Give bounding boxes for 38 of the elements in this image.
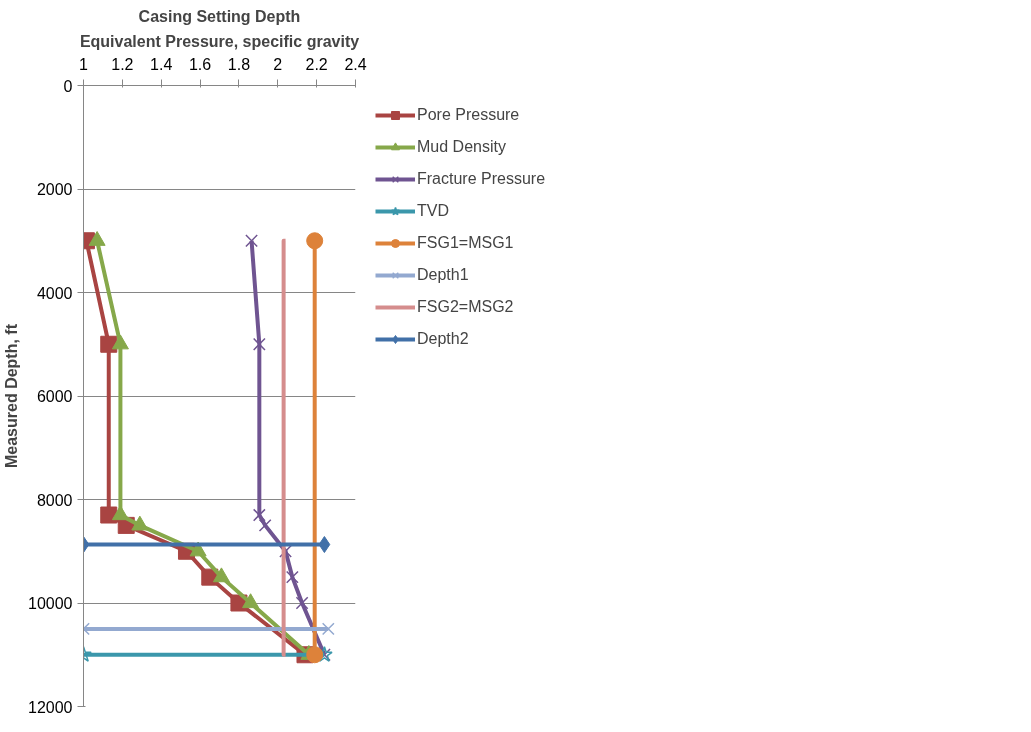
y-tick-label: 0: [63, 77, 73, 95]
x-axis-title: Equivalent Pressure, specific gravity: [79, 32, 360, 50]
legend-label: FSG1=MSG1: [417, 234, 514, 252]
point: [252, 337, 266, 351]
point: [212, 567, 230, 583]
x-tick-label: 1.6: [188, 55, 212, 73]
x-tick-label: 2.4: [344, 55, 367, 73]
point: [131, 515, 149, 531]
point: [295, 596, 309, 610]
point: [245, 234, 258, 248]
point: [252, 508, 266, 522]
chart-title: Casing Setting Depth: [138, 7, 301, 25]
x-tick-label: 2: [273, 55, 283, 73]
x-tick-label: 1.2: [111, 55, 134, 73]
y-tick-label: 2000: [36, 181, 73, 198]
y-tick-label: 8000: [36, 491, 73, 509]
x-tick-label: 2.2: [305, 55, 328, 73]
point: [306, 646, 324, 664]
legend-label: Fracture Pressure: [417, 170, 546, 188]
point: [285, 570, 299, 584]
legend-label: Pore Pressure: [417, 106, 520, 124]
legend-label: Mud Density: [417, 138, 506, 156]
y-tick-label: 4000: [36, 284, 73, 302]
legend-label: Depth1: [417, 266, 469, 284]
y-tick-label: 12000: [28, 698, 73, 716]
legend-label: FSG2=MSG2: [417, 298, 514, 316]
point: [258, 518, 272, 532]
x-tick-label: 1.4: [150, 55, 173, 73]
point: [242, 593, 260, 609]
point: [306, 232, 324, 250]
x-tick-label: 1: [79, 55, 89, 73]
y-axis-title: Measured Depth, ft: [3, 323, 21, 469]
legend-label: TVD: [417, 202, 449, 220]
y-tick-label: 10000: [28, 595, 73, 612]
point: [111, 505, 129, 521]
y-tick-label: 6000: [36, 388, 73, 405]
legend-label: Depth2: [417, 330, 469, 348]
x-tick-label: 1.8: [227, 55, 251, 73]
